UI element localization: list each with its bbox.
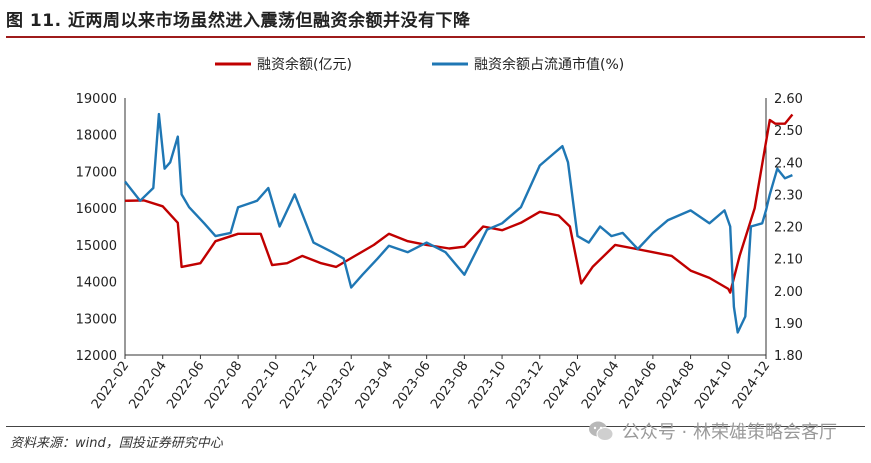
- figure-title: 图 11. 近两周以来市场虽然进入震荡但融资余额并没有下降: [6, 11, 471, 31]
- right-axis: 1.80 1.90 2.00 2.10 2.20 2.30 2.40 2.50 2.60: [765, 92, 803, 364]
- left-tick-label: 13000: [76, 312, 117, 327]
- x-axis: 2022-022022-042022-062022-082022-102022-…: [89, 354, 773, 412]
- right-tick-label: 2.30: [774, 188, 803, 203]
- right-tick-label: 2.10: [774, 253, 803, 268]
- chart-svg: 融资余额(亿元) 融资余额占流通市值(%) 12000 13000 14000 1500…: [76, 56, 803, 412]
- legend-label-1: 融资余额(亿元): [257, 56, 352, 73]
- left-tick-label: 17000: [76, 165, 117, 180]
- left-tick-label: 19000: [76, 92, 117, 107]
- left-tick-label: 12000: [76, 349, 117, 364]
- legend-label-2: 融资余额占流通市值(%): [474, 56, 624, 73]
- right-tick-label: 2.50: [774, 124, 803, 139]
- wechat-icon: [588, 421, 614, 441]
- series-line-1: [124, 113, 794, 294]
- left-tick-label: 14000: [76, 276, 117, 291]
- watermark: 公众号 · 林荣雄策略会客厅: [588, 418, 837, 444]
- right-tick-label: 1.80: [774, 349, 803, 364]
- title-rule: [6, 36, 865, 38]
- left-tick-label: 18000: [76, 129, 117, 144]
- watermark-text: 公众号 · 林荣雄策略会客厅: [621, 422, 837, 443]
- series-group: [124, 112, 794, 334]
- left-tick-label: 16000: [76, 202, 117, 217]
- right-tick-label: 2.60: [774, 92, 803, 107]
- left-axis: 12000 13000 14000 15000 16000 17000 18000 19000: [76, 92, 126, 364]
- right-tick-label: 2.40: [774, 156, 803, 171]
- footer-rule: [6, 426, 865, 427]
- legend: 融资余额(亿元) 融资余额占流通市值(%): [215, 56, 624, 73]
- right-tick-label: 1.90: [774, 317, 803, 332]
- right-tick-label: 2.20: [774, 221, 803, 236]
- left-tick-label: 15000: [76, 239, 117, 254]
- series-line-2: [124, 112, 793, 334]
- x-tick-label: 2024-12: [730, 359, 773, 412]
- source-note: 资料来源：wind，国投证券研究中心: [10, 436, 223, 451]
- right-tick-label: 2.00: [774, 285, 803, 300]
